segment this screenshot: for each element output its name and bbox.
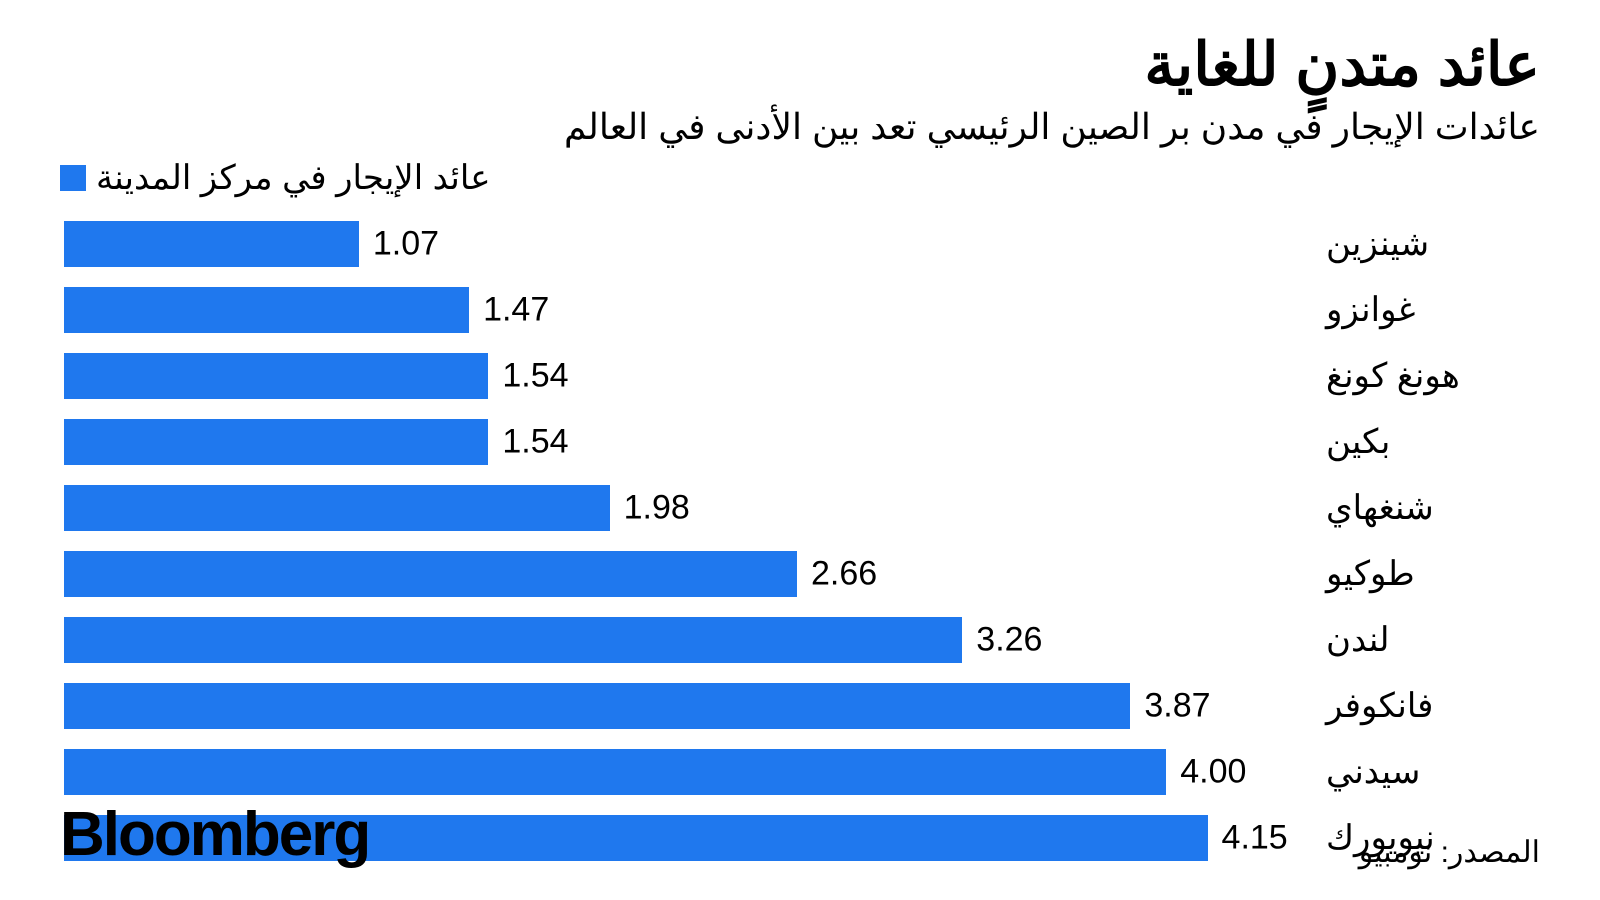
bar-row: هونغ كونغ 1.54 xyxy=(60,348,1540,404)
value-label: 3.87 xyxy=(1144,687,1210,726)
category-label: بكين xyxy=(1320,422,1540,462)
bar-track: 2.66 xyxy=(64,546,1304,602)
chart-subtitle: عائدات الإيجار في مدن بر الصين الرئيسي ت… xyxy=(60,106,1540,148)
bar-track: 1.54 xyxy=(64,414,1304,470)
value-label: 1.07 xyxy=(373,225,439,264)
category-label: شينزين xyxy=(1320,224,1540,264)
bar-track: 1.54 xyxy=(64,348,1304,404)
bar xyxy=(64,419,488,465)
legend-label: عائد الإيجار في مركز المدينة xyxy=(96,158,491,198)
category-label: غوانزو xyxy=(1320,290,1540,330)
category-label: سيدني xyxy=(1320,752,1540,792)
value-label: 2.66 xyxy=(811,555,877,594)
chart-title: عائد متدنٍ للغاية xyxy=(60,30,1540,100)
value-label: 1.54 xyxy=(502,357,568,396)
bar xyxy=(64,485,610,531)
bar xyxy=(64,353,488,399)
value-label: 1.98 xyxy=(624,489,690,528)
bar-row: لندن 3.26 xyxy=(60,612,1540,668)
bar-track: 1.98 xyxy=(64,480,1304,536)
bar xyxy=(64,749,1166,795)
bar-track: 1.07 xyxy=(64,216,1304,272)
bar-row: طوكيو 2.66 xyxy=(60,546,1540,602)
bar-row: شنغهاي 1.98 xyxy=(60,480,1540,536)
bar-track: 3.87 xyxy=(64,678,1304,734)
category-label: هونغ كونغ xyxy=(1320,356,1540,396)
bar xyxy=(64,287,469,333)
chart-footer: المصدر: نومبيو Bloomberg xyxy=(60,799,1540,870)
chart-legend: عائد الإيجار في مركز المدينة xyxy=(60,158,1540,198)
source-text: المصدر: نومبيو xyxy=(1359,835,1540,870)
bar-track: 3.26 xyxy=(64,612,1304,668)
category-label: شنغهاي xyxy=(1320,488,1540,528)
bar-row: بكين 1.54 xyxy=(60,414,1540,470)
bar-chart: شينزين 1.07 غوانزو 1.47 هونغ كونغ 1.54 بكين 1.5… xyxy=(60,216,1540,866)
legend-swatch xyxy=(60,165,86,191)
bar-row: شينزين 1.07 xyxy=(60,216,1540,272)
bar xyxy=(64,221,359,267)
bar-row: سيدني 4.00 xyxy=(60,744,1540,800)
brand-logo: Bloomberg xyxy=(60,799,369,870)
bar xyxy=(64,617,962,663)
bar-track: 4.00 xyxy=(64,744,1304,800)
bar-row: غوانزو 1.47 xyxy=(60,282,1540,338)
bar-row: فانكوفر 3.87 xyxy=(60,678,1540,734)
bar xyxy=(64,551,797,597)
value-label: 1.54 xyxy=(502,423,568,462)
category-label: طوكيو xyxy=(1320,554,1540,594)
value-label: 1.47 xyxy=(483,291,549,330)
category-label: لندن xyxy=(1320,620,1540,660)
bar xyxy=(64,683,1130,729)
bar-track: 1.47 xyxy=(64,282,1304,338)
value-label: 4.00 xyxy=(1180,753,1246,792)
chart-page: عائد متدنٍ للغاية عائدات الإيجار في مدن … xyxy=(0,0,1600,900)
value-label: 3.26 xyxy=(976,621,1042,660)
category-label: فانكوفر xyxy=(1320,686,1540,726)
